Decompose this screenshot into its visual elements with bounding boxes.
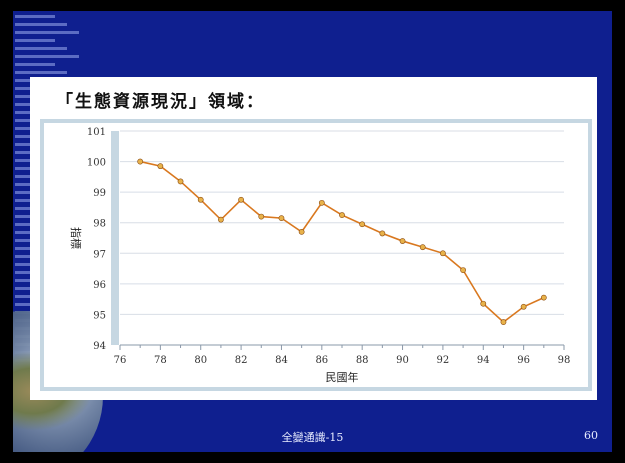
x-tick-label: 78 xyxy=(154,355,167,366)
slide-heading: 「生態資源現況」領域： xyxy=(56,92,265,112)
data-point xyxy=(298,228,305,235)
x-tick-label: 86 xyxy=(315,355,328,366)
pattern-dash xyxy=(15,271,31,274)
pattern-dash xyxy=(15,199,43,202)
x-tick-label: 88 xyxy=(356,355,369,366)
pattern-dash xyxy=(15,63,55,66)
pattern-dash xyxy=(15,279,35,282)
pattern-dash xyxy=(15,79,31,82)
x-axis-label: 民國年 xyxy=(326,370,359,384)
x-tick-label: 98 xyxy=(558,355,571,366)
pattern-dash xyxy=(15,127,39,130)
slide-footer: 全變通識-15 xyxy=(281,431,344,444)
pattern-dash xyxy=(15,119,35,122)
page-number: 60 xyxy=(584,429,598,442)
pattern-dash xyxy=(15,207,31,210)
data-point xyxy=(278,215,285,222)
x-tick-label: 90 xyxy=(396,355,409,366)
data-point xyxy=(480,300,487,307)
data-point xyxy=(197,196,204,203)
data-point xyxy=(419,244,426,251)
x-tick-label: 82 xyxy=(235,355,248,366)
data-point xyxy=(379,230,386,237)
pattern-dash xyxy=(15,15,55,18)
data-point xyxy=(238,196,244,203)
data-point xyxy=(520,303,527,310)
x-tick-label: 76 xyxy=(114,355,127,366)
data-point xyxy=(540,294,547,301)
pattern-dash xyxy=(15,231,43,234)
x-tick-label: 94 xyxy=(477,355,490,366)
pattern-dash xyxy=(15,255,39,258)
x-tick-label: 96 xyxy=(517,355,530,366)
y-tick-label: 95 xyxy=(93,310,106,321)
pattern-dash xyxy=(15,111,31,114)
series-line xyxy=(140,160,545,324)
y-tick-label: 98 xyxy=(93,219,106,230)
data-point xyxy=(339,212,345,218)
y-tick-label: 97 xyxy=(93,249,106,260)
line-chart: 94 95 96 97 98 99 100 101 76 78 80 82 84 86 88 90 92 94 96… xyxy=(69,127,571,384)
y-axis-band xyxy=(111,131,119,345)
data-point xyxy=(399,238,406,244)
data-point xyxy=(218,216,224,223)
y-axis-label: 指標 xyxy=(69,227,83,249)
chart-area: 94 95 96 97 98 99 100 101 76 78 80 82 84 86 88 90 92 94 96… xyxy=(44,123,588,387)
pattern-dash xyxy=(15,135,43,138)
pattern-dash xyxy=(15,151,35,154)
pattern-dash xyxy=(15,223,39,226)
slide: 「生態資源現況」領域： 94 95 96 97 98 99 100 101 76 78 80 82 84… xyxy=(13,11,612,452)
pattern-dash xyxy=(15,103,43,106)
pattern-dash xyxy=(15,167,43,170)
x-tick-label: 80 xyxy=(194,355,207,366)
pattern-dash xyxy=(15,263,43,266)
data-point xyxy=(359,221,366,228)
y-tick-label: 94 xyxy=(93,341,106,352)
pattern-dash xyxy=(15,55,79,58)
pattern-dash xyxy=(15,239,31,242)
chart-frame: 94 95 96 97 98 99 100 101 76 78 80 82 84 86 88 90 92 94 96… xyxy=(40,119,592,391)
pattern-dash xyxy=(15,95,39,98)
pattern-dash xyxy=(15,183,35,186)
pattern-dash xyxy=(15,175,31,178)
data-point xyxy=(440,250,446,257)
pattern-dash xyxy=(15,47,67,50)
pattern-dash xyxy=(15,23,67,26)
pattern-dash xyxy=(15,287,39,290)
data-point xyxy=(157,163,164,170)
pattern-dash xyxy=(15,295,43,298)
data-point xyxy=(460,267,466,273)
pattern-dash xyxy=(15,215,35,218)
y-tick-label: 99 xyxy=(93,188,106,199)
data-point xyxy=(177,178,184,185)
data-point xyxy=(137,158,144,165)
x-tick-label: 84 xyxy=(275,355,288,366)
pattern-dash xyxy=(15,247,35,250)
y-tick-label: 101 xyxy=(87,127,106,138)
pattern-dash xyxy=(15,191,39,194)
y-tick-label: 96 xyxy=(93,280,106,291)
pattern-dash xyxy=(15,303,31,306)
data-point xyxy=(258,213,265,220)
pattern-dash xyxy=(15,87,35,90)
y-tick-label: 100 xyxy=(87,158,106,169)
data-point xyxy=(318,199,325,206)
pattern-dash xyxy=(15,31,79,34)
x-tick-label: 92 xyxy=(437,355,450,366)
pattern-dash xyxy=(15,159,39,162)
content-panel: 「生態資源現況」領域： 94 95 96 97 98 99 100 101 76 78 80 82 84… xyxy=(30,77,597,400)
pattern-dash xyxy=(15,39,55,42)
pattern-dash xyxy=(15,71,67,74)
data-point xyxy=(500,319,507,325)
pattern-dash xyxy=(15,143,31,146)
